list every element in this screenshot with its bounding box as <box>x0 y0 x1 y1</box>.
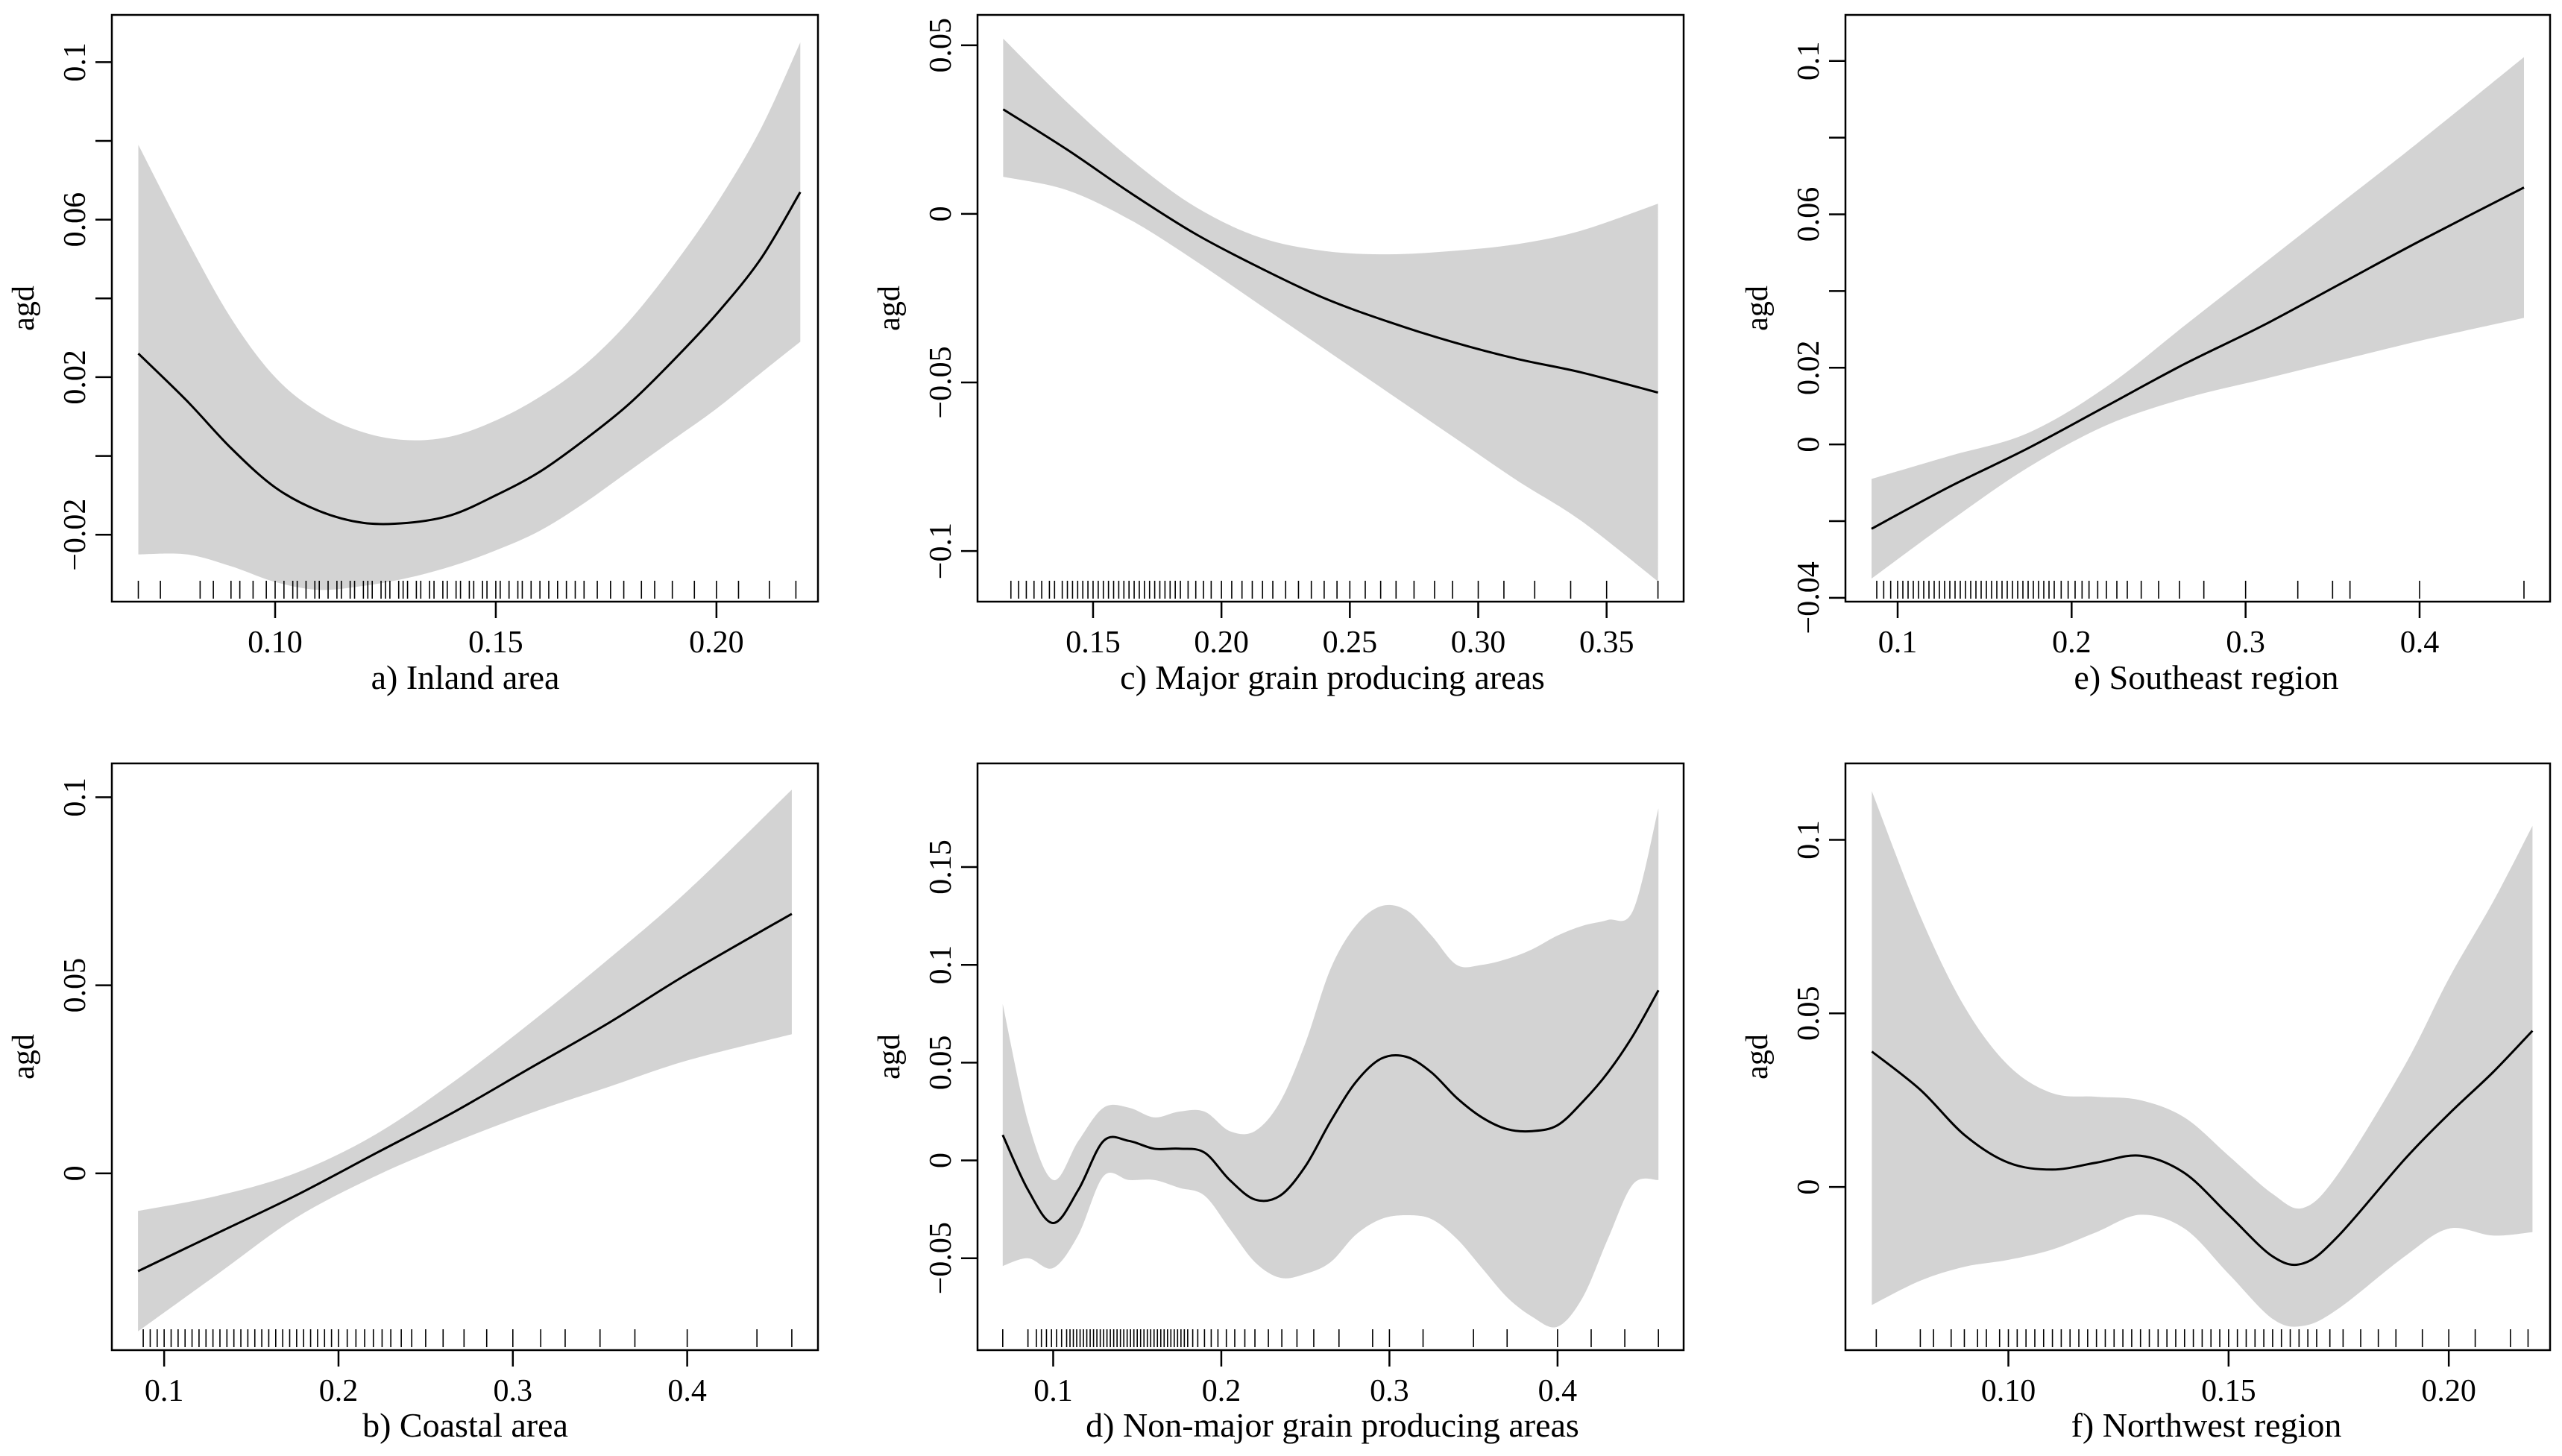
y-tick-label: 0.1 <box>1792 820 1826 860</box>
confidence-band-d <box>1002 808 1659 1328</box>
y-tick-label: 0.05 <box>924 18 958 73</box>
panel-f-caption: f) Northwest region <box>2071 1406 2342 1444</box>
confidence-band-e <box>1872 57 2524 579</box>
plot-frame-d <box>976 762 1685 1352</box>
x-tick-label: 0.3 <box>1370 1374 1409 1408</box>
plot-frame-e <box>1844 13 2552 603</box>
panel-c: c) Major grain producing areas 0.15 0.20 0… <box>872 13 1685 696</box>
x-tick-label: 0.3 <box>494 1374 533 1408</box>
x-tick-label: 0.15 <box>2201 1374 2256 1408</box>
y-axis-label: agd <box>7 1034 41 1080</box>
y-tick-label: 0 <box>1792 437 1826 453</box>
y-tick-label: 0.06 <box>1792 187 1826 242</box>
panel-b-caption: b) Coastal area <box>362 1406 568 1444</box>
y-tick-label: 0 <box>1792 1179 1826 1195</box>
x-tick-label: 0.20 <box>689 625 744 660</box>
fitted-line-c <box>1002 108 1658 394</box>
plot-frame-b <box>110 762 819 1352</box>
x-tick-label: 0.30 <box>1451 625 1506 660</box>
fitted-line-a <box>137 191 802 526</box>
y-tick-label: 0.05 <box>924 1036 958 1091</box>
y-tick-label: 0.05 <box>58 958 92 1013</box>
x-tick-label: 0.1 <box>1878 625 1918 660</box>
confidence-band-b <box>138 790 792 1331</box>
y-tick-label: 0 <box>924 1153 958 1168</box>
y-tick-label: −0.05 <box>924 346 958 418</box>
panel-d: d) Non-major grain producing areas 0.1 0.… <box>872 762 1685 1444</box>
panel-a: a) Inland area 0.10 0.15 0.20 −0.02 0.02 0.06… <box>7 13 819 696</box>
x-tick-label: 0.35 <box>1579 625 1634 660</box>
y-tick-label: 0.02 <box>58 350 92 404</box>
x-tick-label: 0.10 <box>1981 1374 2036 1408</box>
rug-a <box>137 581 797 599</box>
rug-d <box>1002 1329 1659 1347</box>
x-tick-label: 0.1 <box>145 1374 184 1408</box>
x-tick-label: 0.4 <box>667 1374 707 1408</box>
confidence-band-a <box>138 42 801 590</box>
y-tick-label: 0.05 <box>1792 986 1826 1041</box>
y-tick-label: 0.15 <box>924 839 958 895</box>
x-tick-label: 0.2 <box>319 1374 359 1408</box>
y-tick-label: −0.02 <box>58 499 92 571</box>
fitted-line-f <box>1871 1030 2534 1267</box>
y-tick-label: −0.1 <box>924 523 958 579</box>
panel-d-caption: d) Non-major grain producing areas <box>1086 1406 1579 1444</box>
y-axis-label: agd <box>1740 1034 1775 1080</box>
fitted-line-d <box>1001 989 1660 1225</box>
panel-b: b) Coastal area 0.1 0.2 0.3 0.4 0 0.05 0.1 agd <box>7 762 819 1444</box>
x-tick-label: 0.10 <box>248 625 303 660</box>
y-tick-label: 0.1 <box>58 42 92 82</box>
panel-a-caption: a) Inland area <box>371 658 560 696</box>
x-tick-label: 0.20 <box>1194 625 1249 660</box>
y-axis-label: agd <box>7 286 41 331</box>
y-tick-label: −0.04 <box>1792 561 1826 634</box>
x-tick-label: 0.2 <box>2052 625 2092 660</box>
x-tick-label: 0.25 <box>1323 625 1378 660</box>
x-tick-label: 0.2 <box>1202 1374 1241 1408</box>
y-tick-label: 0 <box>58 1165 92 1181</box>
panel-e-caption: e) Southeast region <box>2074 658 2338 696</box>
panel-e: e) Southeast region 0.1 0.2 0.3 0.4 −0.04 0 0.… <box>1740 13 2552 696</box>
panel-c-caption: c) Major grain producing areas <box>1120 658 1545 696</box>
fitted-line-b <box>137 913 793 1273</box>
plot-frame-c <box>976 13 1685 603</box>
fitted-line-e <box>1871 186 2525 530</box>
x-tick-label: 0.4 <box>2400 625 2440 660</box>
y-tick-label: −0.05 <box>924 1222 958 1294</box>
rug-b <box>142 1329 793 1347</box>
x-tick-label: 0.20 <box>2421 1374 2476 1408</box>
plot-frame-f <box>1844 762 2552 1352</box>
y-axis-label: agd <box>872 286 907 331</box>
x-tick-label: 0.15 <box>1066 625 1121 660</box>
plot-frame-a <box>110 13 819 603</box>
y-tick-label: 0.1 <box>58 778 92 817</box>
x-tick-label: 0.15 <box>468 625 523 660</box>
confidence-band-c <box>1003 38 1658 582</box>
x-tick-label: 0.1 <box>1033 1374 1073 1408</box>
y-tick-label: 0.1 <box>1792 41 1826 81</box>
y-tick-label: 0.1 <box>924 945 958 985</box>
rug-c <box>1010 581 1659 599</box>
x-tick-label: 0.4 <box>1538 1374 1578 1408</box>
y-axis-label: agd <box>1740 286 1775 331</box>
rug-e <box>1876 581 2525 599</box>
panel-f: f) Northwest region 0.10 0.15 0.20 0 0.05 0.1… <box>1740 762 2552 1444</box>
rug-f <box>1875 1329 2529 1347</box>
y-tick-label: 0.02 <box>1792 340 1826 395</box>
y-tick-label: 0.06 <box>58 192 92 248</box>
x-tick-label: 0.3 <box>2226 625 2265 660</box>
confidence-band-f <box>1872 791 2533 1327</box>
y-tick-label: 0 <box>924 206 958 221</box>
y-axis-label: agd <box>872 1034 907 1080</box>
